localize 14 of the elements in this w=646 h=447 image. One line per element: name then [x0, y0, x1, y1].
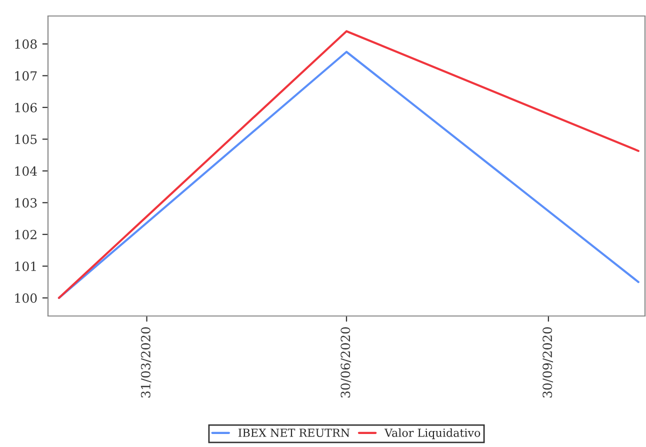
legend-label: IBEX NET REUTRN — [238, 428, 350, 437]
legend-label: Valor Liquidativo — [384, 428, 480, 440]
x-tick-label: 31/03/2020 — [140, 327, 152, 398]
y-tick-label: 102 — [15, 230, 36, 240]
y-tick-label: 104 — [15, 166, 37, 176]
y-tick-label: 103 — [15, 198, 37, 208]
y-tick-label: 101 — [15, 262, 36, 272]
x-tick-label: 30/06/2020 — [340, 327, 352, 398]
y-tick-label: 100 — [15, 293, 37, 303]
y-tick-label: 105 — [15, 134, 37, 144]
y-tick-label: 106 — [15, 102, 37, 112]
x-tick-label: 30/09/2020 — [542, 327, 554, 398]
y-tick-label: 107 — [15, 71, 37, 81]
y-tick-label: 108 — [15, 39, 37, 49]
